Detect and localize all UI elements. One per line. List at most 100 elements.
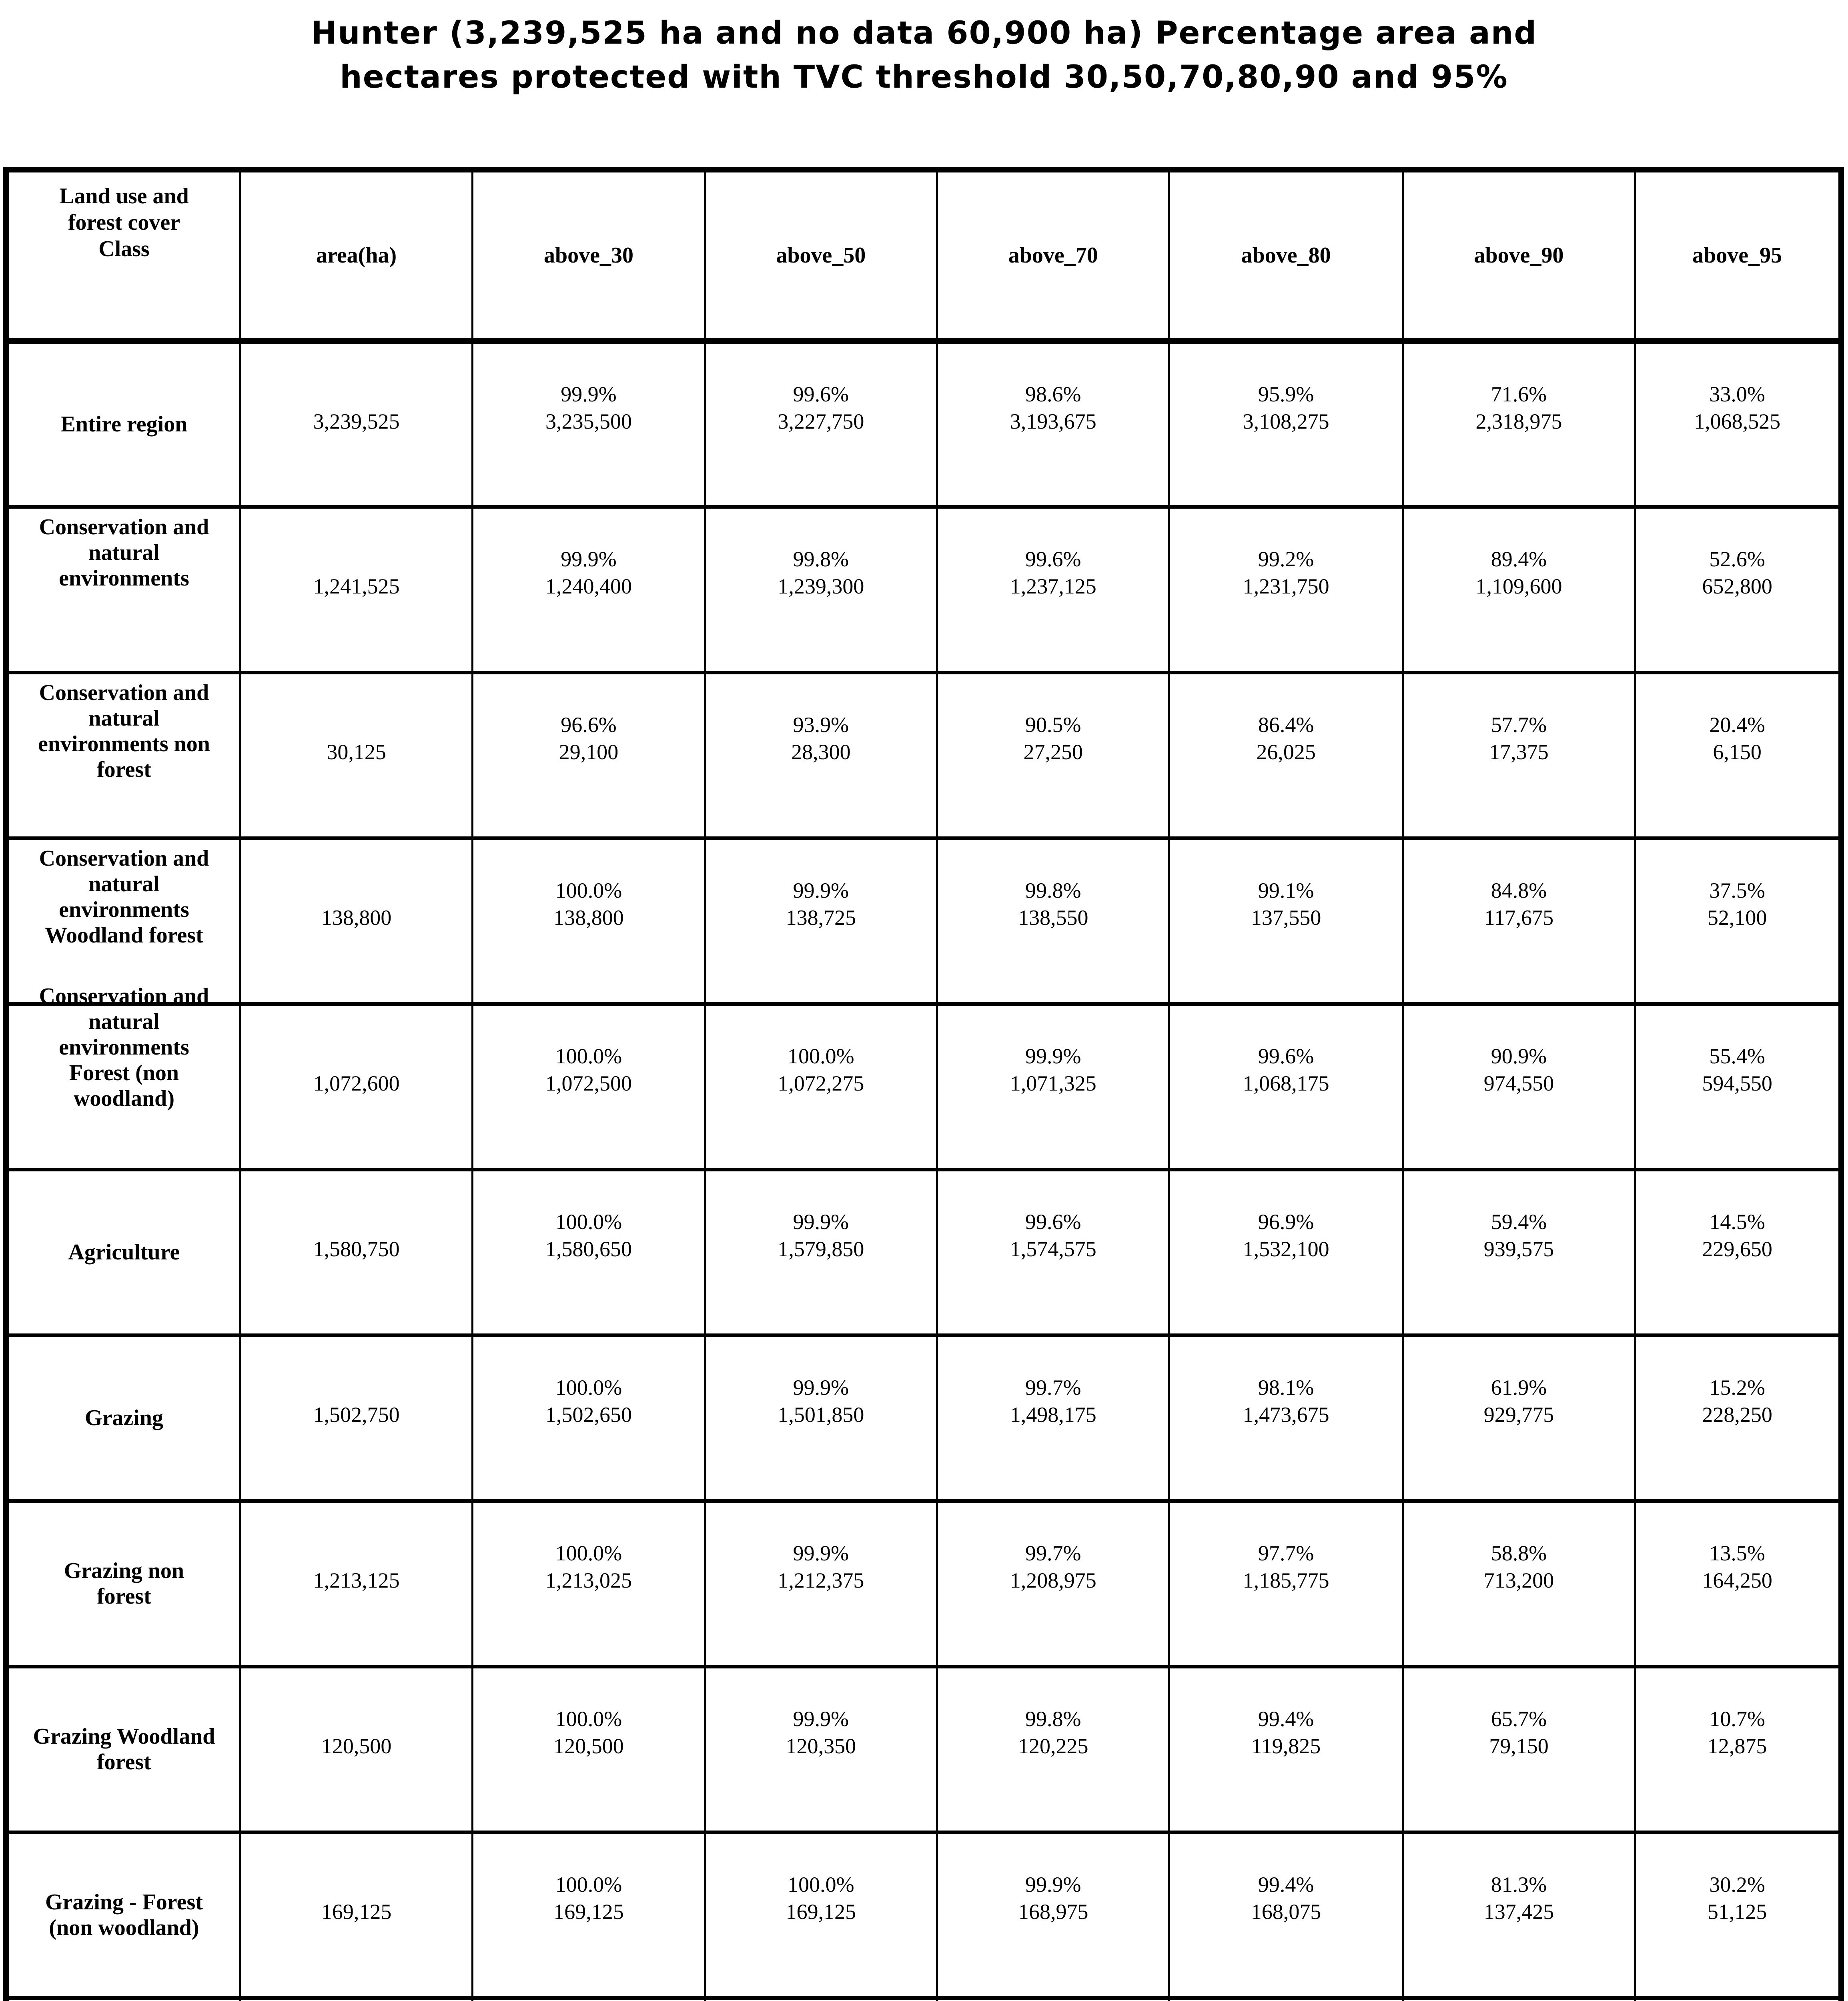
hectares-value: 1,213,025 — [545, 1568, 632, 1592]
hectares-value: 3,235,500 — [545, 409, 632, 433]
threshold-cell: 89.4% 1,109,600 — [1401, 505, 1636, 674]
percent-value: 99.8% — [1025, 878, 1081, 902]
hectares-value: 1,231,750 — [1243, 574, 1329, 598]
hectares-value: 52,100 — [1707, 905, 1767, 930]
percent-value: 100.0% — [788, 1044, 854, 1068]
threshold-cell: 71.6% 2,318,975 — [1401, 339, 1636, 509]
threshold-cell: 99.6% 1,237,125 — [936, 505, 1171, 674]
hectares-value: 1,574,575 — [1010, 1237, 1096, 1261]
area-value: 1,502,750 — [313, 1402, 400, 1427]
percent-value: 61.9% — [1491, 1375, 1547, 1399]
row-label-text: Conservation and natural environments no… — [38, 680, 210, 782]
percent-value: 98.1% — [1258, 1375, 1314, 1399]
threshold-cell: 90.9% 974,550 — [1401, 1002, 1636, 1171]
percent-value: 58.8% — [1491, 1541, 1547, 1565]
hectares-value: 51,125 — [1707, 1899, 1767, 1924]
percent-value: 100.0% — [555, 1209, 622, 1234]
row-label: Agriculture — [5, 1167, 241, 1337]
area-cell: 1,213,125 — [239, 1499, 474, 1668]
row-label-text: Conservation and natural environments Wo… — [39, 846, 209, 948]
area-cell: 50,625 — [239, 1996, 474, 2001]
percent-value: 99.9% — [793, 1706, 849, 1731]
hectares-value: 117,675 — [1484, 905, 1554, 930]
percent-value: 84.8% — [1491, 878, 1547, 902]
threshold-cell: 99.6% 1,068,175 — [1168, 1002, 1404, 1171]
hectares-value: 28,300 — [791, 740, 851, 764]
threshold-cell: 37.5% 52,100 — [1634, 836, 1842, 1006]
threshold-cell: 99.2% 1,231,750 — [1168, 505, 1404, 674]
column-header-6: above_90 — [1401, 168, 1636, 344]
percent-value: 99.6% — [1025, 547, 1081, 571]
threshold-cell: 99.6% 3,227,750 — [704, 339, 938, 509]
hectares-value: 3,108,275 — [1243, 409, 1329, 433]
percent-value: 15.2% — [1709, 1375, 1765, 1399]
threshold-cell: 99.4% 119,825 — [1168, 1664, 1404, 1834]
row-label: Grazing non forest — [5, 1499, 241, 1668]
threshold-cell: 99.9% 120,350 — [704, 1664, 938, 1834]
percent-value: 96.6% — [561, 712, 617, 737]
hectares-value: 1,185,775 — [1243, 1568, 1329, 1592]
percent-value: 57.7% — [1491, 712, 1547, 737]
area-value: 3,239,525 — [313, 409, 400, 433]
hectares-value: 26,025 — [1256, 740, 1316, 764]
percent-value: 37.5% — [1709, 878, 1765, 902]
percent-value: 20.4% — [1709, 712, 1765, 737]
threshold-cell: 99.9% 1,071,325 — [936, 1002, 1171, 1171]
hectares-value: 138,725 — [786, 905, 856, 930]
percent-value: 100.0% — [555, 1872, 622, 1897]
table-row: Agriculture 1,580,750 100.0% 1,580,650 99.9%… — [5, 1167, 1842, 1337]
row-label-text: Agriculture — [68, 1240, 180, 1265]
table-row: Entire region 3,239,525 99.9% 3,235,500 99.6… — [5, 339, 1842, 509]
area-cell: 30,125 — [239, 670, 474, 840]
threshold-cell: 100.0% 138,800 — [471, 836, 706, 1006]
hectares-value: 168,075 — [1251, 1899, 1321, 1924]
threshold-cell: 100.0% 1,580,650 — [471, 1167, 706, 1337]
hectares-value: 3,227,750 — [778, 409, 864, 433]
threshold-cell: 10.7% 12,875 — [1634, 1664, 1842, 1834]
threshold-cell: 99.1% 137,550 — [1168, 836, 1404, 1006]
hectares-value: 164,250 — [1702, 1568, 1772, 1592]
threshold-cell: 1.8%925 — [1634, 1996, 1842, 2001]
percent-value: 100.0% — [555, 1541, 622, 1565]
threshold-cell: 99.8% 120,225 — [936, 1664, 1171, 1834]
hectares-value: 2,318,975 — [1475, 409, 1562, 433]
row-label: Cropping — [5, 1996, 241, 2001]
threshold-cell: 99.9% 1,212,375 — [704, 1499, 938, 1668]
area-cell: 120,500 — [239, 1664, 474, 1834]
hectares-value: 120,500 — [553, 1734, 624, 1758]
threshold-cell: 57.7% 17,375 — [1401, 670, 1636, 840]
area-value: 1,580,750 — [313, 1237, 400, 1261]
threshold-cell: 99.9% 1,579,850 — [704, 1167, 938, 1337]
percent-value: 96.9% — [1258, 1209, 1314, 1234]
row-label: Entire region — [5, 339, 241, 509]
hectares-value: 79,150 — [1489, 1734, 1549, 1758]
percent-value: 99.6% — [1025, 1209, 1081, 1234]
hectares-value: 1,208,975 — [1010, 1568, 1096, 1592]
percent-value: 90.5% — [1025, 712, 1081, 737]
threshold-cell: 58.8% 713,200 — [1401, 1499, 1636, 1668]
threshold-cell: 98.1% 1,473,675 — [1168, 1333, 1404, 1503]
percent-value: 71.6% — [1491, 382, 1547, 406]
threshold-cell: 97.7% 1,185,775 — [1168, 1499, 1404, 1668]
area-value: 169,125 — [321, 1899, 392, 1924]
threshold-cell: 99.7% 1,498,175 — [936, 1333, 1171, 1503]
hectares-value: 1,532,100 — [1243, 1237, 1329, 1261]
threshold-cell: 100.0% 1,502,650 — [471, 1333, 706, 1503]
percent-value: 99.7% — [1025, 1375, 1081, 1399]
threshold-cell: 52.6% 652,800 — [1634, 505, 1842, 674]
area-cell: 3,239,525 — [239, 339, 474, 509]
table-row: Cropping50,625100.0%50,625100.0%50,62597… — [5, 1996, 1842, 2001]
hectares-value: 119,825 — [1251, 1734, 1321, 1758]
percent-value: 13.5% — [1709, 1541, 1765, 1565]
data-table: Land use and forest cover Class area(ha) a… — [3, 167, 1844, 2001]
hectares-value: 168,975 — [1018, 1899, 1088, 1924]
percent-value: 93.9% — [793, 712, 849, 737]
threshold-cell: 100.0% 1,072,500 — [471, 1002, 706, 1171]
hectares-value: 228,250 — [1702, 1402, 1772, 1427]
area-value: 1,072,600 — [313, 1071, 400, 1095]
threshold-cell: 99.9% 168,975 — [936, 1830, 1171, 2000]
area-value: 1,241,525 — [313, 574, 400, 598]
row-label: Grazing — [5, 1333, 241, 1503]
column-header-3: above_50 — [704, 168, 938, 344]
threshold-cell: 99.7% 1,208,975 — [936, 1499, 1171, 1668]
